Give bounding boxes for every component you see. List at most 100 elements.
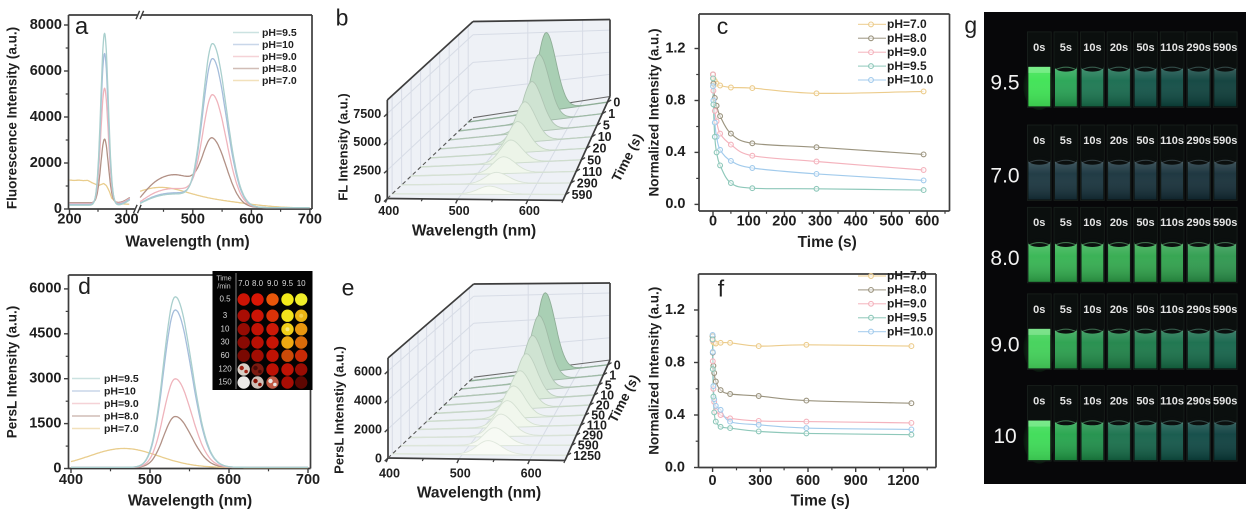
svg-text:0: 0 xyxy=(53,460,61,476)
svg-text:4000: 4000 xyxy=(30,109,62,125)
svg-text:6000: 6000 xyxy=(30,63,62,79)
svg-text:5: 5 xyxy=(603,119,610,133)
svg-text:0: 0 xyxy=(374,192,381,206)
svg-text:1500: 1500 xyxy=(29,415,61,431)
svg-text:5s: 5s xyxy=(1060,42,1072,54)
svg-text:6000: 6000 xyxy=(29,281,61,297)
svg-text:110s: 110s xyxy=(1160,304,1184,316)
svg-text:5s: 5s xyxy=(1060,304,1072,316)
svg-text:1250: 1250 xyxy=(573,449,601,463)
svg-text:7.0: 7.0 xyxy=(238,279,250,288)
svg-text:Wavelength (nm): Wavelength (nm) xyxy=(417,485,541,502)
svg-text:7500: 7500 xyxy=(353,107,381,121)
svg-text:50: 50 xyxy=(591,409,605,423)
svg-text:e: e xyxy=(342,275,355,301)
svg-text:7.0: 7.0 xyxy=(990,165,1019,188)
svg-text:10s: 10s xyxy=(1083,304,1101,316)
svg-text:1: 1 xyxy=(609,368,616,382)
svg-text:2000: 2000 xyxy=(354,422,382,436)
svg-text:600: 600 xyxy=(521,467,542,481)
svg-text:10s: 10s xyxy=(1083,217,1101,229)
svg-text:pH=8.0: pH=8.0 xyxy=(887,283,927,297)
svg-text:400: 400 xyxy=(59,472,83,488)
svg-text:FL Intensity (a.u.): FL Intensity (a.u.) xyxy=(335,93,350,200)
svg-text:590: 590 xyxy=(578,439,599,453)
svg-text:0.4: 0.4 xyxy=(665,407,685,423)
svg-text:Normalized Intensity (a.u.): Normalized Intensity (a.u.) xyxy=(647,287,662,455)
svg-text:0.0: 0.0 xyxy=(665,459,685,475)
svg-text:500: 500 xyxy=(449,204,470,218)
svg-text:600: 600 xyxy=(915,213,939,229)
svg-text:10: 10 xyxy=(598,130,612,144)
svg-text:400: 400 xyxy=(379,467,400,481)
svg-text:120: 120 xyxy=(218,365,232,374)
svg-text:pH=9.5: pH=9.5 xyxy=(887,310,927,324)
svg-text:d: d xyxy=(78,273,91,299)
svg-text:900: 900 xyxy=(844,473,868,489)
svg-text:5: 5 xyxy=(605,378,612,392)
svg-text:50s: 50s xyxy=(1136,217,1154,229)
svg-text:pH=10: pH=10 xyxy=(262,39,294,51)
svg-text:590: 590 xyxy=(572,188,593,202)
svg-text:590s: 590s xyxy=(1213,42,1237,54)
svg-text:4000: 4000 xyxy=(354,393,382,407)
svg-text:290s: 290s xyxy=(1186,42,1210,54)
svg-text:pH=10.0: pH=10.0 xyxy=(887,73,934,87)
svg-text:10s: 10s xyxy=(1083,396,1101,408)
svg-text:20: 20 xyxy=(596,398,610,412)
svg-text:500: 500 xyxy=(138,472,162,488)
svg-text:500: 500 xyxy=(181,211,205,227)
svg-text:50s: 50s xyxy=(1136,304,1154,316)
svg-text:300: 300 xyxy=(748,473,772,489)
svg-text:8000: 8000 xyxy=(30,17,62,33)
svg-text:1.2: 1.2 xyxy=(665,302,685,318)
svg-text:150: 150 xyxy=(218,378,232,387)
svg-text:1.2: 1.2 xyxy=(665,40,685,56)
svg-text:20s: 20s xyxy=(1110,396,1128,408)
svg-text:10s: 10s xyxy=(1083,42,1101,54)
svg-text:/min: /min xyxy=(217,283,230,290)
svg-text:pH=8.0: pH=8.0 xyxy=(887,31,927,45)
svg-text:pH=9.5: pH=9.5 xyxy=(887,59,927,73)
svg-text:5s: 5s xyxy=(1060,396,1072,408)
svg-text:20s: 20s xyxy=(1110,42,1128,54)
svg-text:200: 200 xyxy=(57,211,81,227)
svg-text:10: 10 xyxy=(993,425,1016,448)
svg-text:c: c xyxy=(717,13,729,39)
svg-text:0: 0 xyxy=(709,473,717,489)
svg-text:1: 1 xyxy=(608,107,615,121)
svg-text:Wavelength (nm): Wavelength (nm) xyxy=(128,493,252,510)
svg-text:600: 600 xyxy=(519,204,540,218)
svg-text:9.5: 9.5 xyxy=(990,71,1019,94)
svg-text:110s: 110s xyxy=(1160,135,1184,147)
svg-text:290s: 290s xyxy=(1186,135,1210,147)
svg-text:0: 0 xyxy=(709,213,717,229)
svg-text:400: 400 xyxy=(844,213,868,229)
svg-text:0: 0 xyxy=(614,358,621,372)
svg-text:pH=9.0: pH=9.0 xyxy=(887,45,927,59)
svg-text:Time (s): Time (s) xyxy=(798,234,857,251)
svg-text:10: 10 xyxy=(221,324,230,333)
svg-text:590s: 590s xyxy=(1213,396,1237,408)
svg-text:600: 600 xyxy=(217,472,241,488)
svg-text:290s: 290s xyxy=(1186,304,1210,316)
svg-text:290s: 290s xyxy=(1186,396,1210,408)
svg-text:4500: 4500 xyxy=(29,326,61,342)
svg-text:pH=7.0: pH=7.0 xyxy=(887,17,927,31)
svg-text:110s: 110s xyxy=(1160,217,1184,229)
svg-text:600: 600 xyxy=(796,473,820,489)
svg-text:Wavelength (nm): Wavelength (nm) xyxy=(125,234,249,251)
svg-text:700: 700 xyxy=(296,472,320,488)
svg-text:pH=7.0: pH=7.0 xyxy=(262,75,297,87)
svg-text:50s: 50s xyxy=(1136,42,1154,54)
svg-text:pH=10: pH=10 xyxy=(104,385,136,397)
svg-text:110s: 110s xyxy=(1160,42,1184,54)
svg-text:10s: 10s xyxy=(1083,135,1101,147)
svg-text:pH=7.0: pH=7.0 xyxy=(887,269,927,283)
svg-text:0.5: 0.5 xyxy=(219,295,231,304)
svg-text:60: 60 xyxy=(221,351,230,360)
svg-text:b: b xyxy=(336,5,349,31)
svg-text:Fluorescence Intensity (a.u.): Fluorescence Intensity (a.u.) xyxy=(5,27,20,209)
svg-text:pH=10.0: pH=10.0 xyxy=(887,324,934,338)
svg-text:pH=9.0: pH=9.0 xyxy=(104,398,139,410)
